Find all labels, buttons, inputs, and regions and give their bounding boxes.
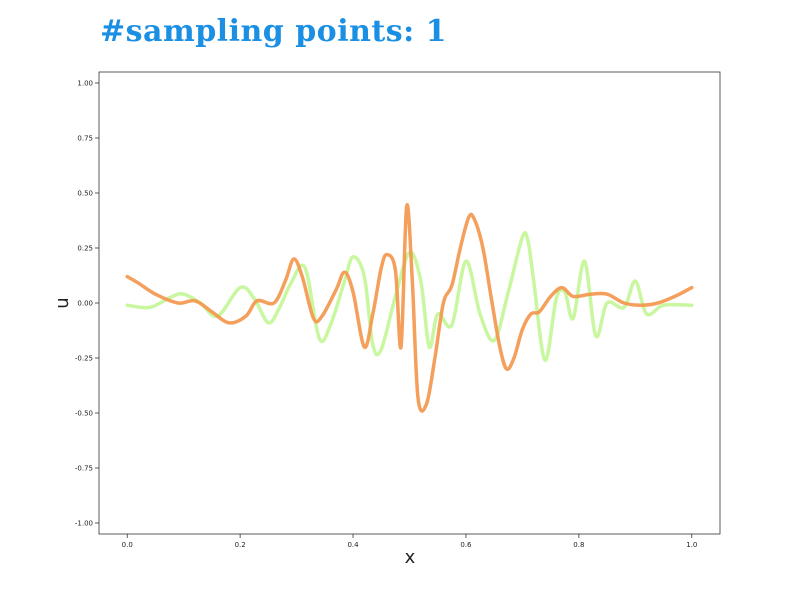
x-axis: 0.0 0.2 0.4 0.6 0.8 1.0 xyxy=(122,534,697,549)
y-tick-label: -0.75 xyxy=(75,465,93,473)
y-tick-label: 0.75 xyxy=(77,135,93,143)
chart-title: #sampling points: 1 xyxy=(100,14,448,49)
series-line-1 xyxy=(125,231,694,362)
y-tick-label: -0.25 xyxy=(75,355,93,363)
y-tick-label: 1.00 xyxy=(77,80,93,88)
x-axis-label: x xyxy=(405,547,416,568)
x-tick-label: 1.0 xyxy=(686,541,697,549)
x-tick-label: 0.2 xyxy=(235,541,246,549)
series-group xyxy=(125,203,694,413)
x-tick-label: 0.4 xyxy=(347,541,359,549)
y-tick-label: -0.50 xyxy=(75,410,93,418)
y-axis: 1.00 0.75 0.50 0.25 0.00 -0.25 -0.50 -0.75 -1.00 xyxy=(75,80,99,528)
x-tick-label: 0.0 xyxy=(122,541,133,549)
y-tick-label: 0.25 xyxy=(77,245,93,253)
x-tick-label: 0.8 xyxy=(573,541,584,549)
y-tick-label: 0.00 xyxy=(77,300,93,308)
series-line-2 xyxy=(125,203,694,413)
y-tick-label: 0.50 xyxy=(77,190,93,198)
y-axis-label: u xyxy=(52,297,73,308)
y-tick-label: -1.00 xyxy=(75,520,93,528)
x-tick-label: 0.6 xyxy=(460,541,472,549)
